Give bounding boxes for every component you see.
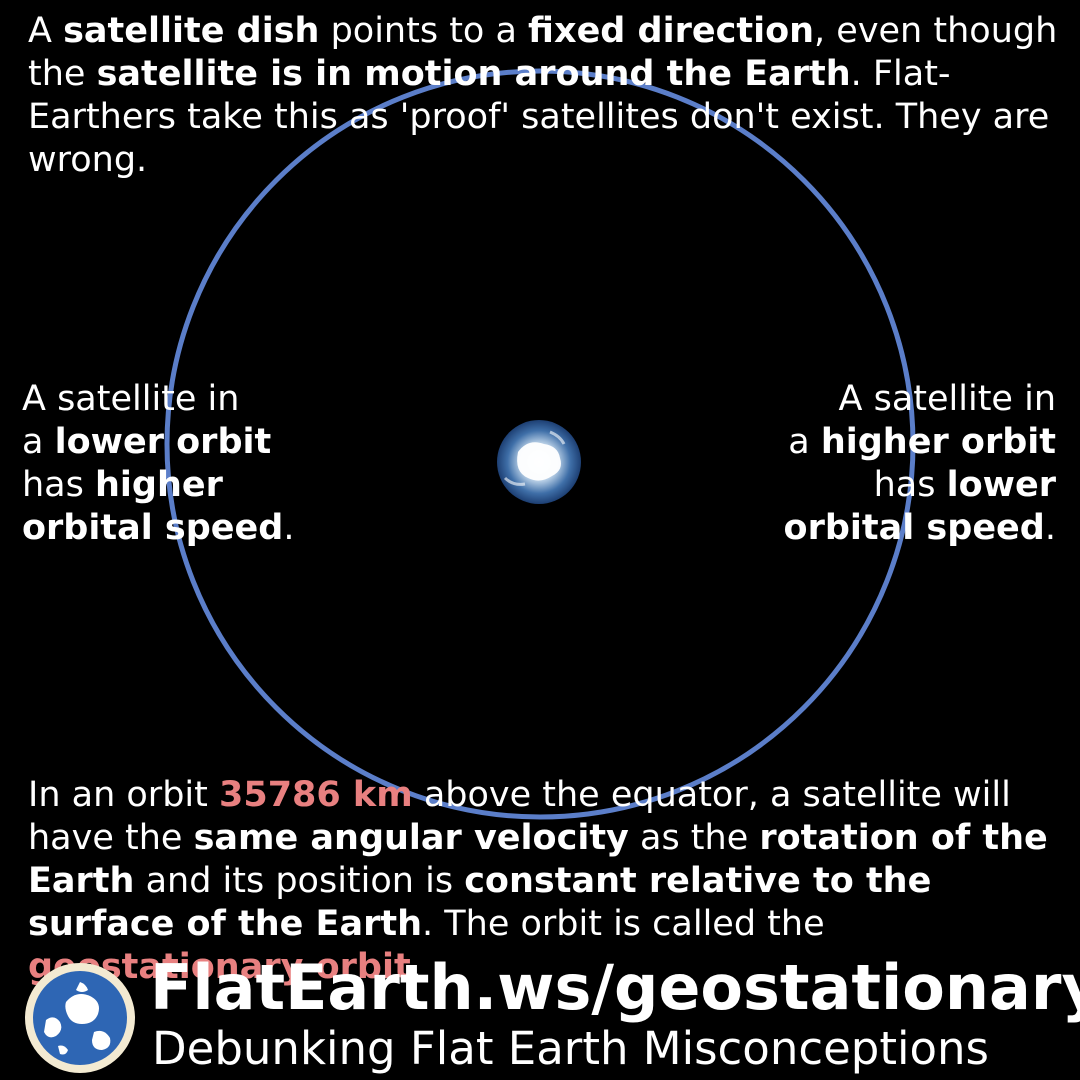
note-bold: orbital speed	[783, 508, 1045, 548]
lower-orbit-note-line: orbital speed.	[22, 507, 294, 550]
intro-text-part: . Flat-Earthers take this as 'proof' sat…	[28, 54, 1050, 180]
note-text: has	[22, 465, 95, 505]
note-bold: lower orbit	[54, 422, 272, 462]
note-text: .	[283, 508, 295, 548]
intro-bold-fixed-direction: fixed direction	[528, 11, 815, 51]
geo-text-part: . The orbit is called the	[422, 904, 825, 944]
lower-orbit-note: A satellite in a lower orbit has higher …	[22, 378, 294, 550]
note-text: a	[788, 422, 821, 462]
geo-altitude-highlight: 35786 km	[218, 775, 413, 815]
higher-orbit-note-line: orbital speed.	[784, 507, 1056, 550]
geo-bold-earth-rotation: rotation of the Earth	[28, 818, 1048, 901]
higher-orbit-note-line: has lower	[784, 464, 1056, 507]
note-bold: higher orbit	[820, 422, 1056, 462]
site-tagline: Debunking Flat Earth Misconceptions	[152, 1022, 989, 1075]
intro-bold-satellite-motion: satellite is in motion around the Earth	[96, 54, 851, 94]
intro-text: A satellite dish points to a fixed direc…	[28, 10, 1068, 182]
lower-orbit-note-line: has higher	[22, 464, 294, 507]
geo-bold-angular-velocity: same angular velocity	[193, 818, 629, 858]
geostationary-explanation: In an orbit 35786 km above the equator, …	[28, 774, 1073, 989]
site-url[interactable]: FlatEarth.ws/geostationary	[150, 951, 1080, 1024]
earth-icon	[497, 420, 581, 504]
note-bold: lower	[946, 465, 1056, 505]
note-text: .	[1044, 508, 1056, 548]
geostationary-orbit-ring	[164, 68, 916, 820]
geo-text-part: .	[410, 947, 422, 987]
higher-orbit-note: A satellite in a higher orbit has lower …	[784, 378, 1056, 550]
note-bold: orbital speed	[22, 508, 284, 548]
higher-orbit-note-line: A satellite in	[838, 379, 1056, 419]
geo-text-part: as the	[628, 818, 760, 858]
intro-text-part: , even though the	[28, 11, 1058, 94]
higher-orbit-note-line: a higher orbit	[784, 421, 1056, 464]
geo-text-part: above the equator, a satellite will have…	[28, 775, 1011, 858]
intro-text-part: points to a	[319, 11, 529, 51]
lower-orbit-note-line: A satellite in	[22, 379, 240, 419]
flat-earth-logo-icon	[25, 963, 135, 1073]
note-text: a	[22, 422, 55, 462]
note-text: has	[873, 465, 947, 505]
lower-orbit-note-line: a lower orbit	[22, 421, 294, 464]
geo-text-part: In an orbit	[28, 775, 219, 815]
intro-bold-satellite-dish: satellite dish	[63, 11, 320, 51]
geo-text-part: and its position is	[134, 861, 465, 901]
geo-bold-constant-position: constant relative to the surface of the …	[28, 861, 932, 944]
note-bold: higher	[95, 465, 223, 505]
intro-text-part: A	[28, 11, 64, 51]
